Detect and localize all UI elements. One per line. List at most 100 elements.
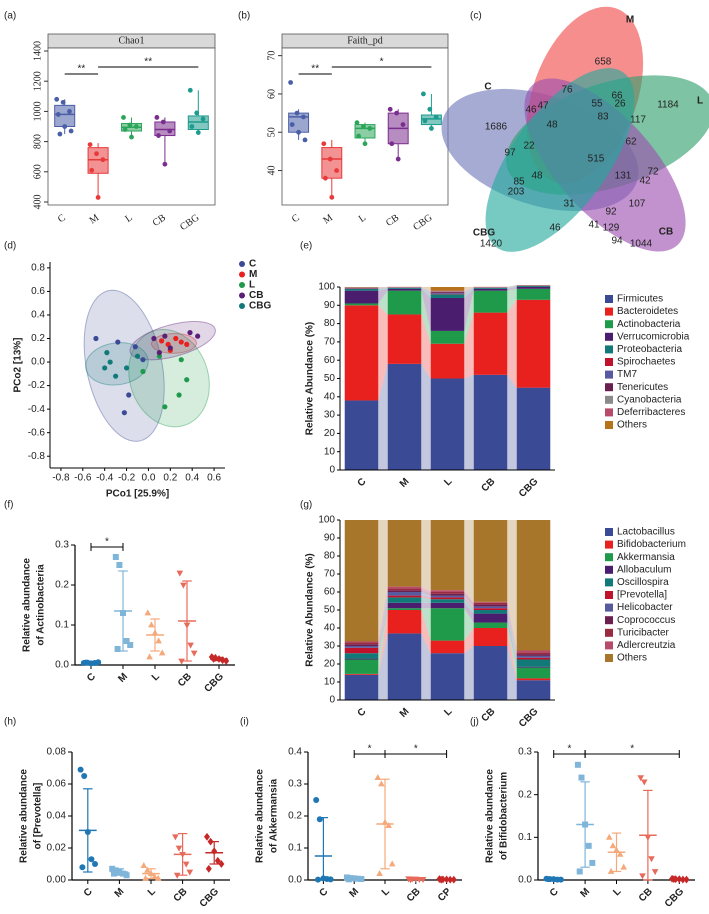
point [186, 869, 194, 876]
point [641, 779, 648, 786]
legend-label: Bacteroidetes [617, 306, 678, 317]
region-count: 41 [588, 220, 600, 231]
bar-segment [387, 592, 422, 596]
bar-segment [430, 595, 465, 598]
panel-label: (g) [300, 500, 312, 511]
point [388, 860, 396, 867]
point [187, 642, 194, 649]
bar-segment [430, 378, 465, 470]
y-tick-label: 100 [318, 515, 335, 526]
point [395, 156, 401, 162]
point [327, 876, 334, 883]
connector-band [421, 610, 431, 654]
y-tick-label: 20 [324, 428, 336, 439]
point [93, 335, 99, 342]
y-tick-label: 90 [324, 300, 336, 311]
y-tick-label: 10 [324, 677, 336, 688]
connector-band [507, 608, 517, 660]
point [144, 609, 152, 616]
connector-band [421, 287, 431, 292]
point [187, 87, 193, 93]
point [178, 357, 184, 363]
connector-band [507, 374, 517, 470]
region-count: 76 [561, 85, 573, 96]
point [126, 392, 132, 398]
point [205, 864, 212, 873]
point [200, 116, 206, 122]
legend-marker [239, 292, 245, 299]
legend-swatch [605, 553, 613, 562]
point [576, 868, 583, 875]
panel-label: (h) [4, 717, 16, 728]
significance-label: ** [144, 57, 152, 68]
bar-segment [516, 680, 551, 700]
connector-band [378, 597, 388, 659]
bar-segment [473, 604, 508, 607]
point [378, 780, 385, 787]
legend-swatch [605, 578, 613, 587]
bar-segment [344, 641, 379, 643]
legend-label: Deferribacteres [617, 407, 685, 418]
bar-segment [516, 654, 551, 656]
connector-band [421, 286, 431, 291]
legend-swatch [605, 591, 613, 599]
bar-segment [387, 363, 422, 470]
box [420, 114, 442, 126]
connector-band [464, 312, 474, 379]
y-tick-label: 0.0 [55, 660, 69, 671]
point [376, 870, 383, 876]
legend-swatch [605, 616, 613, 625]
bar-segment [344, 288, 379, 291]
connector-band [464, 287, 474, 293]
connector-band [507, 285, 517, 288]
point [374, 774, 382, 780]
x-tick-label: CB [384, 212, 402, 229]
y-axis-label: Relative abundance [19, 769, 30, 863]
y-tick-label: 50 [266, 127, 277, 137]
x-tick-label: C [548, 886, 561, 899]
bar-segment [344, 520, 379, 642]
x-tick-label: CBG [202, 671, 226, 695]
significance-label: * [567, 744, 571, 755]
point [204, 832, 210, 841]
x-tick-label: M [88, 212, 102, 226]
point [62, 124, 68, 129]
bar-segment [387, 602, 422, 609]
legend-label: L [249, 280, 255, 291]
region-count: 92 [605, 207, 617, 218]
bar-segment [473, 610, 508, 614]
point [127, 642, 134, 648]
point [95, 195, 101, 200]
point [184, 341, 190, 347]
point [400, 122, 406, 127]
point [190, 650, 198, 657]
x-tick-label: C [85, 671, 98, 684]
connector-band [421, 363, 431, 470]
y-tick-label: 30 [324, 410, 336, 421]
point [127, 122, 133, 128]
box [321, 147, 343, 179]
legend-label: Adlercreutzia [617, 640, 676, 651]
bar-segment [344, 400, 379, 470]
y-tick-label: 40 [266, 166, 277, 176]
y-tick-label: 0 [329, 465, 335, 476]
y-tick-label: 0.0 [518, 875, 532, 886]
legend-label: Turicibacter [617, 627, 670, 638]
connector-band [421, 602, 431, 609]
bar-segment [516, 287, 551, 289]
bar-segment [516, 678, 551, 681]
x-tick-label: C [356, 706, 369, 719]
x-tick-label: CB [151, 212, 169, 229]
y-tick-label: 0.3 [55, 540, 69, 551]
point [578, 774, 585, 781]
point [616, 850, 624, 857]
point [54, 96, 60, 102]
y-axis-label: Relative Abundance (%) [305, 553, 316, 667]
connector-band [507, 284, 517, 287]
point [182, 861, 190, 868]
bar-segment [430, 291, 465, 292]
region-count: 83 [597, 112, 609, 123]
point [195, 333, 201, 339]
connector-band [464, 599, 474, 614]
point [609, 842, 617, 849]
